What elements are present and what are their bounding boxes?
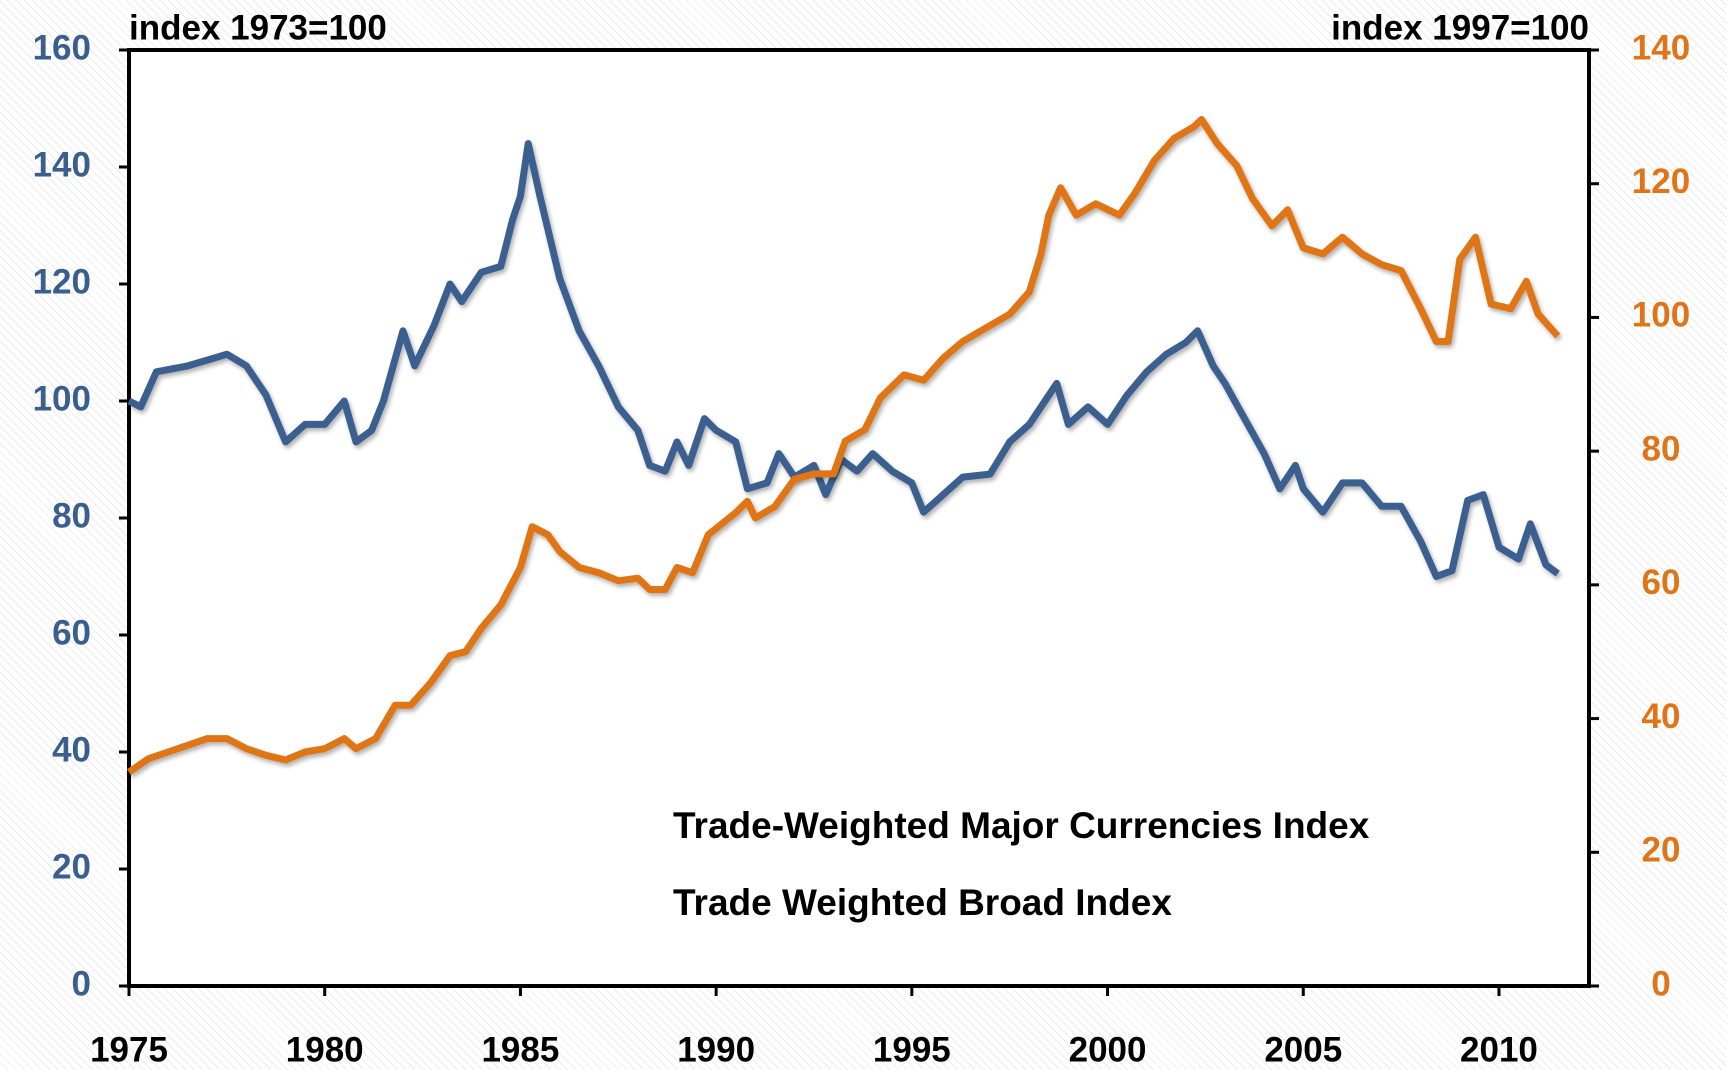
x-tick-label: 1990 xyxy=(677,1030,755,1069)
y-tick-label: 80 xyxy=(52,496,91,535)
y2-tick-label: 80 xyxy=(1642,429,1681,468)
legend-label: Trade-Weighted Major Currencies Index xyxy=(673,805,1370,846)
y-tick-label: 0 xyxy=(72,964,91,1003)
y-tick-label: 140 xyxy=(33,145,91,184)
y2-tick-label: 120 xyxy=(1632,162,1690,201)
x-tick-label: 2005 xyxy=(1264,1030,1342,1069)
x-tick-label: 1980 xyxy=(286,1030,364,1069)
x-tick-label: 2000 xyxy=(1069,1030,1147,1069)
x-tick-label: 2010 xyxy=(1460,1030,1538,1069)
x-tick-label: 1985 xyxy=(481,1030,559,1069)
y-tick-label: 120 xyxy=(33,262,91,301)
y2-tick-label: 60 xyxy=(1642,563,1681,602)
y2-tick-label: 100 xyxy=(1632,296,1690,335)
legend-label: Trade Weighted Broad Index xyxy=(673,882,1172,923)
x-tick-label: 1975 xyxy=(90,1030,168,1069)
y2-tick-label: 140 xyxy=(1632,28,1690,67)
y2-tick-label: 40 xyxy=(1642,697,1681,736)
y-axis-title: index 1973=100 xyxy=(129,8,387,47)
y-tick-label: 40 xyxy=(52,730,91,769)
y-tick-label: 100 xyxy=(33,379,91,418)
y2-axis-title: index 1997=100 xyxy=(1331,8,1589,47)
y-tick-label: 20 xyxy=(52,847,91,886)
y2-tick-label: 0 xyxy=(1651,964,1670,1003)
y-tick-label: 160 xyxy=(33,28,91,67)
series-line xyxy=(127,116,1561,775)
x-tick-label: 1995 xyxy=(873,1030,951,1069)
y2-tick-label: 20 xyxy=(1642,831,1681,870)
series-line xyxy=(127,140,1560,580)
y-tick-label: 60 xyxy=(52,613,91,652)
plot-area xyxy=(127,48,1591,988)
